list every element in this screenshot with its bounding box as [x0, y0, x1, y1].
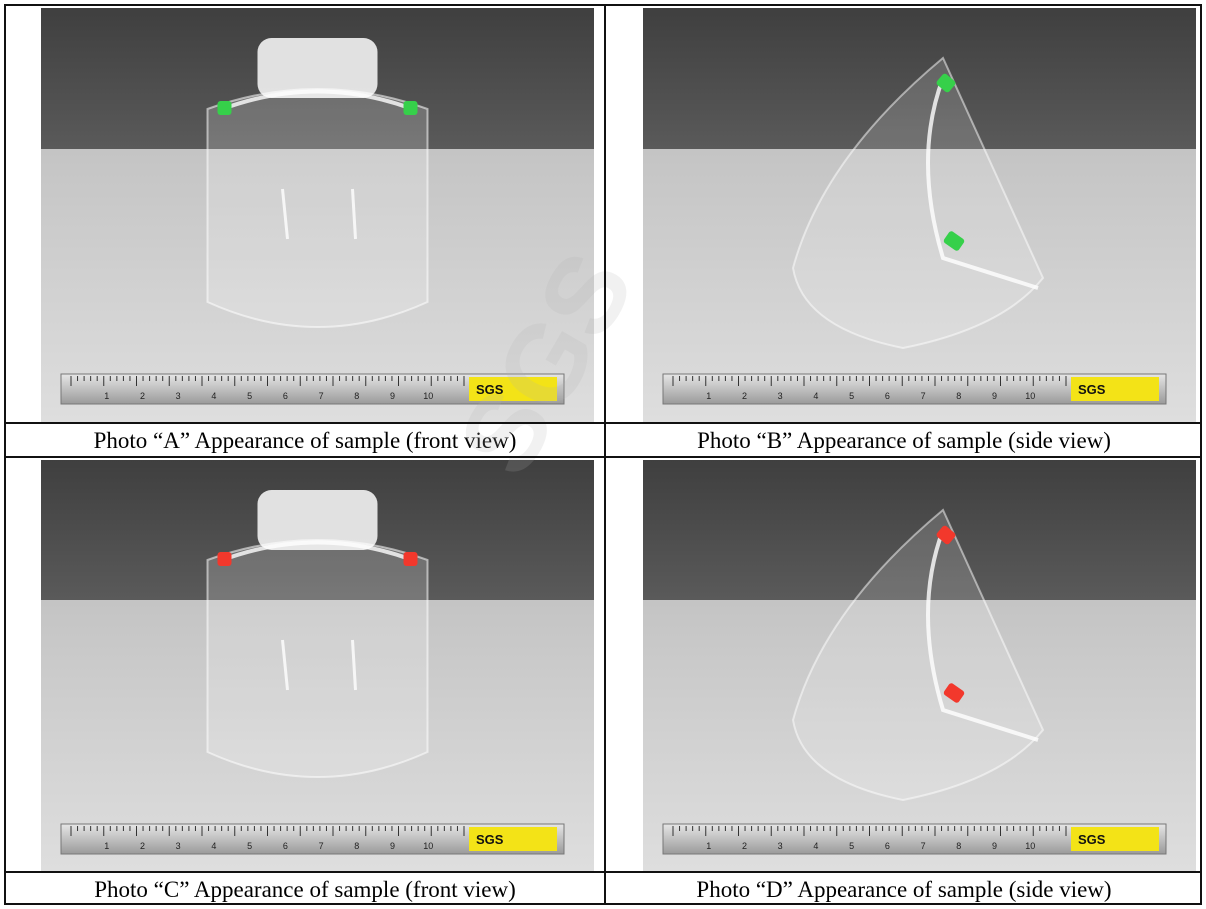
photo-d-caption: Photo “D” Appearance of sample (side vie…	[696, 877, 1112, 902]
photo-illustration: 1 2 3 4 5 6 7 8 9 10 SGS	[41, 8, 594, 422]
ruler-number: 4	[813, 391, 818, 401]
ruler-number: 1	[104, 841, 109, 851]
ruler-number: 6	[283, 391, 288, 401]
shield-clip-bottom	[943, 683, 965, 703]
ruler-number: 9	[390, 391, 395, 401]
ruler-number: 6	[885, 841, 890, 851]
photo-b-image: 1 2 3 4 5 6 7 8 9 10 SGS	[643, 8, 1196, 422]
photo-a-caption: Photo “A” Appearance of sample (front vi…	[93, 428, 517, 453]
table-row-divider-a	[4, 422, 1202, 424]
ruler-number: 8	[956, 841, 961, 851]
glasses-frame	[221, 89, 414, 111]
face-shield	[206, 88, 429, 328]
ruler-number: 6	[885, 391, 890, 401]
ruler-brand-label	[469, 827, 557, 851]
ruler-number: 2	[140, 841, 145, 851]
shield-clip-bottom	[943, 231, 965, 251]
photo-c-image: 1 2 3 4 5 6 7 8 9 10 SGS	[41, 460, 594, 872]
ruler-number: 5	[849, 841, 854, 851]
table-column-divider	[604, 4, 606, 905]
ruler-number: 1	[706, 841, 711, 851]
ruler-number: 8	[354, 391, 359, 401]
shield-clip-top	[936, 525, 956, 545]
reflection	[281, 188, 289, 240]
ruler-brand-text: SGS	[1078, 832, 1106, 847]
ruler-number: 3	[778, 391, 783, 401]
ruler-number: 10	[423, 391, 433, 401]
ruler-brand-text: SGS	[476, 832, 504, 847]
photo-illustration: 1 2 3 4 5 6 7 8 9 10 SGS	[643, 460, 1196, 872]
table-row-divider-b	[4, 456, 1202, 458]
shield-clip-right	[403, 552, 418, 566]
ruler-number: 5	[247, 841, 252, 851]
ruler-number: 5	[247, 391, 252, 401]
ruler-brand-text: SGS	[476, 382, 504, 397]
ruler-number: 10	[1025, 841, 1035, 851]
table-row-divider-c	[4, 871, 1202, 873]
ruler-number: 7	[921, 391, 926, 401]
reflection	[351, 188, 357, 240]
photo-d-image: 1 2 3 4 5 6 7 8 9 10 SGS	[643, 460, 1196, 872]
ruler-number: 3	[778, 841, 783, 851]
ruler-number: 1	[706, 391, 711, 401]
photo-illustration: 1 2 3 4 5 6 7 8 9 10 SGS	[41, 460, 594, 872]
ruler-number: 3	[176, 841, 181, 851]
ruler-number: 2	[140, 391, 145, 401]
ruler-number: 10	[1025, 391, 1035, 401]
face-shield	[791, 508, 1045, 802]
reflection	[281, 639, 289, 691]
ruler-number: 9	[390, 841, 395, 851]
ruler-number: 4	[211, 391, 216, 401]
glasses-frame	[926, 529, 1039, 742]
ruler-brand-label	[469, 377, 557, 401]
ruler-number: 10	[423, 841, 433, 851]
ruler-number: 7	[319, 841, 324, 851]
ruler-number: 4	[813, 841, 818, 851]
shield-clip-left	[217, 101, 232, 115]
ruler-number: 6	[283, 841, 288, 851]
ruler-brand-label	[1071, 377, 1159, 401]
ruler-number: 7	[319, 391, 324, 401]
ruler-number: 4	[211, 841, 216, 851]
head-form	[257, 490, 378, 550]
ruler-brand-label	[1071, 827, 1159, 851]
ruler-number: 5	[849, 391, 854, 401]
ruler-number: 8	[956, 391, 961, 401]
glasses-frame	[221, 540, 414, 562]
ruler-number: 9	[992, 841, 997, 851]
photo-c-caption: Photo “C” Appearance of sample (front vi…	[94, 877, 516, 902]
ruler-number: 2	[742, 841, 747, 851]
shield-clip-left	[217, 552, 232, 566]
shield-clip-right	[403, 101, 418, 115]
photo-b-caption: Photo “B” Appearance of sample (side vie…	[697, 428, 1111, 453]
ruler-number: 1	[104, 391, 109, 401]
shield-clip-top	[936, 73, 956, 93]
reflection	[351, 639, 357, 691]
ruler-number: 8	[354, 841, 359, 851]
glasses-frame	[926, 77, 1039, 290]
head-form	[257, 38, 378, 98]
ruler-brand-text: SGS	[1078, 382, 1106, 397]
photo-illustration: 1 2 3 4 5 6 7 8 9 10 SGS	[643, 8, 1196, 422]
face-shield	[206, 539, 429, 778]
table-border	[4, 4, 1202, 905]
photo-a-image: 1 2 3 4 5 6 7 8 9 10 SGS	[41, 8, 594, 422]
ruler-number: 2	[742, 391, 747, 401]
ruler-number: 3	[176, 391, 181, 401]
ruler-number: 7	[921, 841, 926, 851]
ruler-number: 9	[992, 391, 997, 401]
face-shield	[791, 56, 1045, 350]
